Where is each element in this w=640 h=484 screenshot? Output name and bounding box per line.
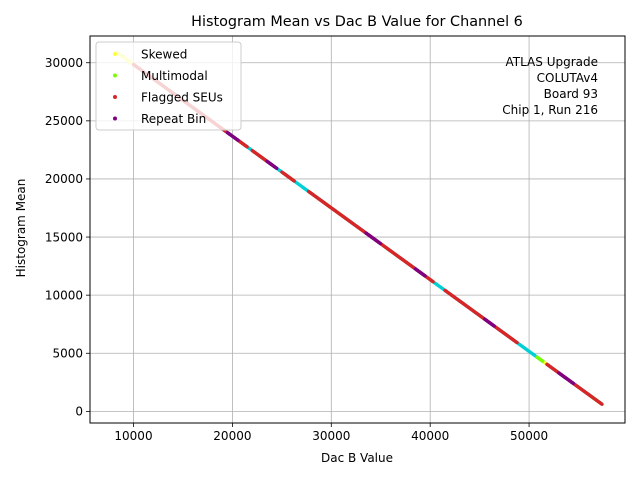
legend-box xyxy=(95,41,242,131)
data-point-repeat-bin xyxy=(236,138,240,142)
annotation-line: Board 93 xyxy=(544,87,598,101)
legend-label: Repeat Bin xyxy=(141,112,206,126)
data-point-repeat-bin xyxy=(275,166,279,170)
y-axis-label: Histogram Mean xyxy=(14,179,28,278)
x-tick-label: 10000 xyxy=(114,429,152,443)
y-tick-label: 15000 xyxy=(45,230,83,244)
data-point-flagged-seus xyxy=(515,341,519,345)
plot-frame xyxy=(89,35,626,424)
annotation-line: ATLAS Upgrade xyxy=(505,55,598,69)
data-point-flagged-seus xyxy=(600,402,604,406)
y-tick-label: 10000 xyxy=(45,288,83,302)
y-tick-label: 0 xyxy=(75,405,83,419)
legend-label: Skewed xyxy=(141,47,187,61)
chart-title: Histogram Mean vs Dac B Value for Channe… xyxy=(191,14,523,30)
legend-label: Multimodal xyxy=(141,69,208,83)
data-point-repeat-bin xyxy=(423,274,427,278)
x-tick-label: 30000 xyxy=(312,429,350,443)
legend-marker xyxy=(113,52,117,56)
x-tick-label: 50000 xyxy=(510,429,548,443)
data-point-repeat-bin xyxy=(571,381,576,386)
legend-marker xyxy=(113,73,117,78)
x-axis-label: Dac B Value xyxy=(321,451,393,465)
data-point-repeat-bin xyxy=(492,324,496,328)
annotation-line: Chip 1, Run 216 xyxy=(502,103,598,117)
y-tick-label: 20000 xyxy=(45,172,83,186)
x-tick-label: 20000 xyxy=(213,429,251,443)
y-tick-label: 5000 xyxy=(52,347,83,361)
data-point-flagged-seus xyxy=(245,145,249,149)
legend-marker xyxy=(113,95,117,99)
data-point-flagged-seus xyxy=(431,280,435,284)
data-point-repeat-bin xyxy=(378,242,383,246)
y-tick-label: 25000 xyxy=(45,114,83,128)
legend-marker xyxy=(113,116,117,121)
data-point-flagged-seus xyxy=(292,179,296,183)
legend-label: Flagged SEUs xyxy=(141,90,223,104)
y-tick-label: 30000 xyxy=(45,56,83,70)
x-tick-label: 40000 xyxy=(411,429,449,443)
legend: Skewed Multimodal Flagged SEUs Repeat Bin xyxy=(95,41,242,131)
annotation-line: COLUTAv4 xyxy=(537,71,598,85)
annotation-text: ATLAS Upgrade COLUTAv4 Board 93 Chip 1, Run… xyxy=(502,55,598,117)
data-point-multimodal xyxy=(541,359,545,363)
axis-ticks: 10000 20000 30000 40000 50000 0 5000 10000 15000… xyxy=(45,56,548,443)
